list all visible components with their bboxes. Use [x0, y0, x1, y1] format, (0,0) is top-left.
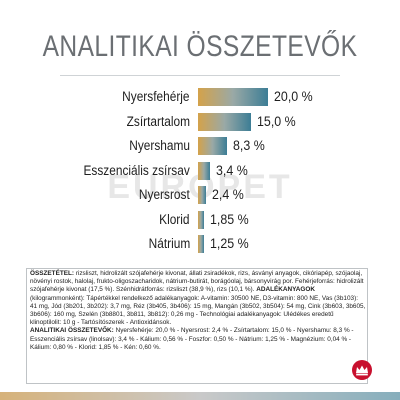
royal-canin-crown-icon — [352, 360, 372, 380]
bar-category-label: Nyersfehérje — [122, 89, 190, 104]
additives-heading: ADALÉKANYAGOK — [256, 286, 315, 294]
bar — [198, 161, 210, 180]
bar-category-label: Nátrium — [148, 236, 190, 251]
bar-value-label: 15,0 % — [256, 113, 296, 129]
bar-value-label: 1,25 % — [210, 236, 249, 251]
bar — [198, 186, 207, 204]
bar-row: Nyershamu 8,3 % — [0, 135, 400, 157]
composition-paragraph: ÖSSZETÉTEL: rizsliszt, hidrolizált szója… — [30, 270, 366, 327]
nutrient-bar-chart: Nyersfehérje 20,0 % Zsírtartalom 15,0 % Nyer… — [0, 86, 400, 266]
bar-category-label: Esszenciális zsírsav — [83, 162, 190, 178]
bar — [198, 137, 228, 155]
bar-value-label: 1,85 % — [210, 211, 250, 227]
bar-row: Esszenciális zsírsav 3,4 % — [0, 160, 400, 182]
bar-category-label: Zsírtartalom — [126, 113, 190, 129]
bar-value-label: 8,3 % — [233, 138, 265, 153]
composition-heading: ÖSSZETÉTEL: — [30, 270, 75, 277]
composition-text: rizsliszt, hidrolizált szójafehérje kivo… — [30, 270, 364, 294]
bar-row: Nyersrost 2,4 % — [0, 184, 400, 206]
bar-value-label: 20,0 % — [274, 89, 313, 104]
bar-category-label: Nyershamu — [129, 138, 190, 153]
title-divider — [60, 75, 340, 76]
bar-row: Nyersfehérje 20,0 % — [0, 86, 400, 108]
bar — [198, 112, 251, 131]
bar — [198, 88, 268, 106]
analytic-text: Nyersfehérje: 20,0 % - Nyersrost: 2,4 % … — [30, 327, 354, 351]
page-title: ANALITIKAI ÖSSZETEVŐK — [42, 30, 358, 63]
analytic-paragraph: ANALITIKAI ÖSSZETEVŐK: Nyersfehérje: 20,… — [30, 327, 366, 352]
bar — [198, 235, 204, 253]
details-text: ÖSSZETÉTEL: rizsliszt, hidrolizált szója… — [30, 270, 366, 352]
bar — [198, 210, 205, 229]
additives-text: (kilogrammonként): Tápértékkel rendelkez… — [30, 294, 366, 327]
details-box — [26, 268, 368, 384]
bottom-stripe — [0, 392, 400, 400]
bar-row: Zsírtartalom 15,0 % — [0, 111, 400, 133]
bar-value-label: 3,4 % — [215, 162, 248, 178]
bar-value-label: 2,4 % — [212, 187, 245, 202]
bar-category-label: Klorid — [159, 211, 190, 227]
analytic-heading: ANALITIKAI ÖSSZETEVŐK: — [30, 327, 114, 335]
bar-row: Klorid 1,85 % — [0, 209, 400, 231]
bar-row: Nátrium 1,25 % — [0, 233, 400, 255]
bar-category-label: Nyersrost — [139, 187, 190, 202]
